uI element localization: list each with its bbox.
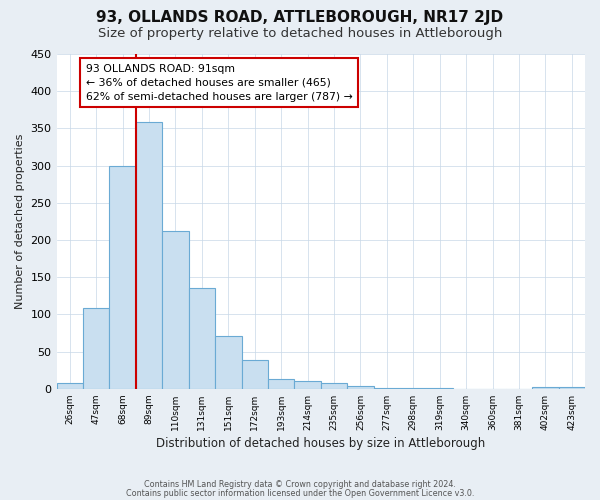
Bar bbox=[374, 388, 400, 389]
Bar bbox=[347, 386, 374, 389]
Bar bbox=[56, 383, 83, 389]
Text: Size of property relative to detached houses in Attleborough: Size of property relative to detached ho… bbox=[98, 28, 502, 40]
Bar bbox=[188, 288, 215, 389]
Bar bbox=[268, 379, 295, 389]
Bar bbox=[321, 383, 347, 389]
Bar bbox=[109, 166, 136, 389]
Bar bbox=[400, 388, 427, 389]
Bar bbox=[83, 308, 109, 389]
Bar bbox=[242, 360, 268, 389]
Text: Contains public sector information licensed under the Open Government Licence v3: Contains public sector information licen… bbox=[126, 488, 474, 498]
Bar bbox=[136, 122, 162, 389]
Bar bbox=[427, 388, 453, 389]
X-axis label: Distribution of detached houses by size in Attleborough: Distribution of detached houses by size … bbox=[156, 437, 485, 450]
Text: 93, OLLANDS ROAD, ATTLEBOROUGH, NR17 2JD: 93, OLLANDS ROAD, ATTLEBOROUGH, NR17 2JD bbox=[97, 10, 503, 25]
Bar bbox=[559, 388, 585, 389]
Bar bbox=[162, 231, 188, 389]
Y-axis label: Number of detached properties: Number of detached properties bbox=[15, 134, 25, 309]
Bar bbox=[532, 386, 559, 389]
Text: Contains HM Land Registry data © Crown copyright and database right 2024.: Contains HM Land Registry data © Crown c… bbox=[144, 480, 456, 489]
Bar bbox=[215, 336, 242, 389]
Bar bbox=[295, 382, 321, 389]
Text: 93 OLLANDS ROAD: 91sqm
← 36% of detached houses are smaller (465)
62% of semi-de: 93 OLLANDS ROAD: 91sqm ← 36% of detached… bbox=[86, 64, 352, 102]
